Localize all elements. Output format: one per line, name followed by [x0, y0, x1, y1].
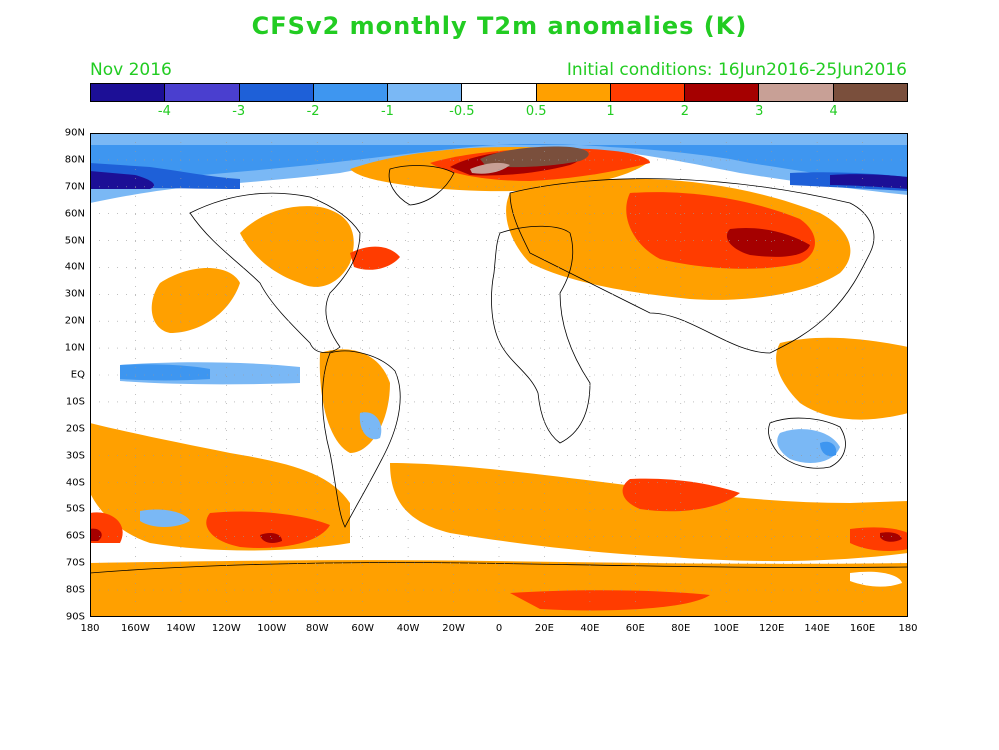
longitude-tick-label: 180: [898, 623, 918, 634]
arctic-cool-region-2: [90, 144, 908, 185]
anomaly-map: [90, 133, 908, 617]
latitude-tick-label: 50S: [65, 503, 85, 515]
north-pacific-warm: [151, 268, 240, 333]
latitude-tick-label: 50N: [64, 235, 85, 247]
color-legend-bar: [90, 83, 908, 102]
legend-swatch: [833, 84, 907, 101]
latitude-tick-label: 70N: [64, 181, 85, 193]
longitude-tick-label: 100W: [257, 623, 287, 634]
australia-cool: [777, 429, 840, 463]
legend-swatch: [685, 84, 760, 101]
north-america-warm: [240, 206, 354, 287]
australia-cool-2: [820, 441, 837, 457]
legend-swatch: [91, 84, 166, 101]
anomaly-fill-layer: [90, 133, 908, 617]
longitude-tick-label: 140W: [166, 623, 196, 634]
legend-swatch: [462, 84, 537, 101]
barents-very-strong: [470, 162, 510, 174]
south-pacific-warm-2: [206, 511, 330, 549]
legend-label: 4: [829, 104, 838, 119]
longitude-tick-label: 20E: [534, 623, 554, 634]
latitude-tick-label: 60S: [65, 530, 85, 542]
latitude-tick-label: 60N: [64, 208, 85, 220]
legend-label: 3: [755, 104, 764, 119]
west-pacific-warm: [776, 337, 908, 420]
latitude-tick-label: 40S: [65, 477, 85, 489]
east-siberian-strong-cool: [830, 174, 908, 189]
eurasia-coast: [509, 178, 875, 354]
longitude-tick-label: 40W: [396, 623, 420, 634]
longitude-tick-label: 120W: [211, 623, 241, 634]
longitude-tick-label: 100E: [713, 623, 739, 634]
legend-label: -3: [232, 104, 246, 119]
antarctica-coast: [90, 562, 908, 574]
africa-coast: [491, 225, 591, 444]
latitude-tick-label: 30S: [65, 450, 85, 462]
latitude-tick-label: 70S: [65, 557, 85, 569]
map-frame: [90, 133, 908, 617]
longitude-tick-label: 40E: [580, 623, 600, 634]
legend-label: 0.5: [525, 104, 547, 119]
legend-swatch: [388, 84, 463, 101]
barents-extreme-warm: [480, 146, 589, 168]
latitude-tick-label: 80N: [64, 154, 85, 166]
legend-label: -4: [157, 104, 171, 119]
legend-label: -2: [306, 104, 320, 119]
coastlines: [90, 165, 908, 574]
latitude-tick-label: 10S: [65, 396, 85, 408]
longitude-tick-label: 160W: [120, 623, 150, 634]
valid-month: Nov 2016: [90, 60, 172, 80]
latitude-tick-label: 20N: [64, 315, 85, 327]
ross-sea-neutral: [850, 571, 902, 587]
longitude-tick-label: 20W: [442, 623, 465, 634]
latitude-tick-label: 90N: [64, 127, 85, 139]
equatorial-pacific-cool-2: [120, 364, 210, 381]
longitude-tick-label: 60E: [625, 623, 645, 634]
latitude-tick-label: 40N: [64, 261, 85, 273]
gulf-stream-warm: [350, 246, 400, 270]
legend-label: 1: [606, 104, 615, 119]
legend-label: -0.5: [449, 104, 475, 119]
legend-swatch: [239, 84, 314, 101]
longitude-tick-label: 80E: [671, 623, 691, 634]
australia-coast: [768, 417, 846, 469]
legend-swatch: [313, 84, 389, 101]
antarctic-warm-belt: [90, 560, 908, 617]
latitude-tick-label: 80S: [65, 584, 85, 596]
longitude-tick-label: 80W: [305, 623, 329, 634]
longitude-tick-label: 120E: [758, 623, 785, 634]
legend-swatch: [536, 84, 611, 101]
greenland-coast: [388, 165, 455, 206]
siberia-strong-warm: [726, 227, 810, 257]
south-america-coast: [322, 350, 401, 528]
legend-swatch: [165, 84, 240, 101]
south-pacific-cool: [140, 509, 190, 527]
legend-swatch: [610, 84, 686, 101]
longitude-tick-label: 180: [80, 623, 100, 634]
legend-swatch: [759, 84, 834, 101]
southern-ocean-warm: [390, 463, 908, 562]
map-title: CFSv2 monthly T2m anomalies (K): [251, 12, 748, 40]
longitude-tick-label: 60W: [351, 623, 374, 634]
latitude-tick-label: 10N: [64, 342, 85, 354]
latitude-tick-label: 30N: [64, 288, 85, 300]
south-pacific-strong-warm: [260, 533, 282, 543]
tasman-strong-warm: [880, 532, 902, 542]
initial-conditions: Initial conditions: 16Jun2016-25Jun2016: [566, 60, 907, 80]
latitude-tick-label: 90S: [65, 611, 85, 623]
dateline-strong-warm: [90, 528, 102, 541]
bering-strong-cool: [90, 171, 155, 189]
longitude-tick-label: 0: [495, 623, 503, 634]
latitude-tick-label: EQ: [70, 369, 85, 381]
antarctic-warm-patch: [510, 590, 710, 611]
legend-label: 2: [680, 104, 690, 119]
north-america-coast: [189, 192, 361, 353]
longitude-tick-label: 160E: [849, 623, 876, 634]
legend-label: -1: [380, 104, 394, 119]
brazil-cool: [359, 412, 382, 440]
longitude-tick-label: 140E: [804, 623, 830, 634]
southern-indian-warm: [622, 478, 740, 512]
latitude-tick-label: 20S: [65, 423, 85, 435]
